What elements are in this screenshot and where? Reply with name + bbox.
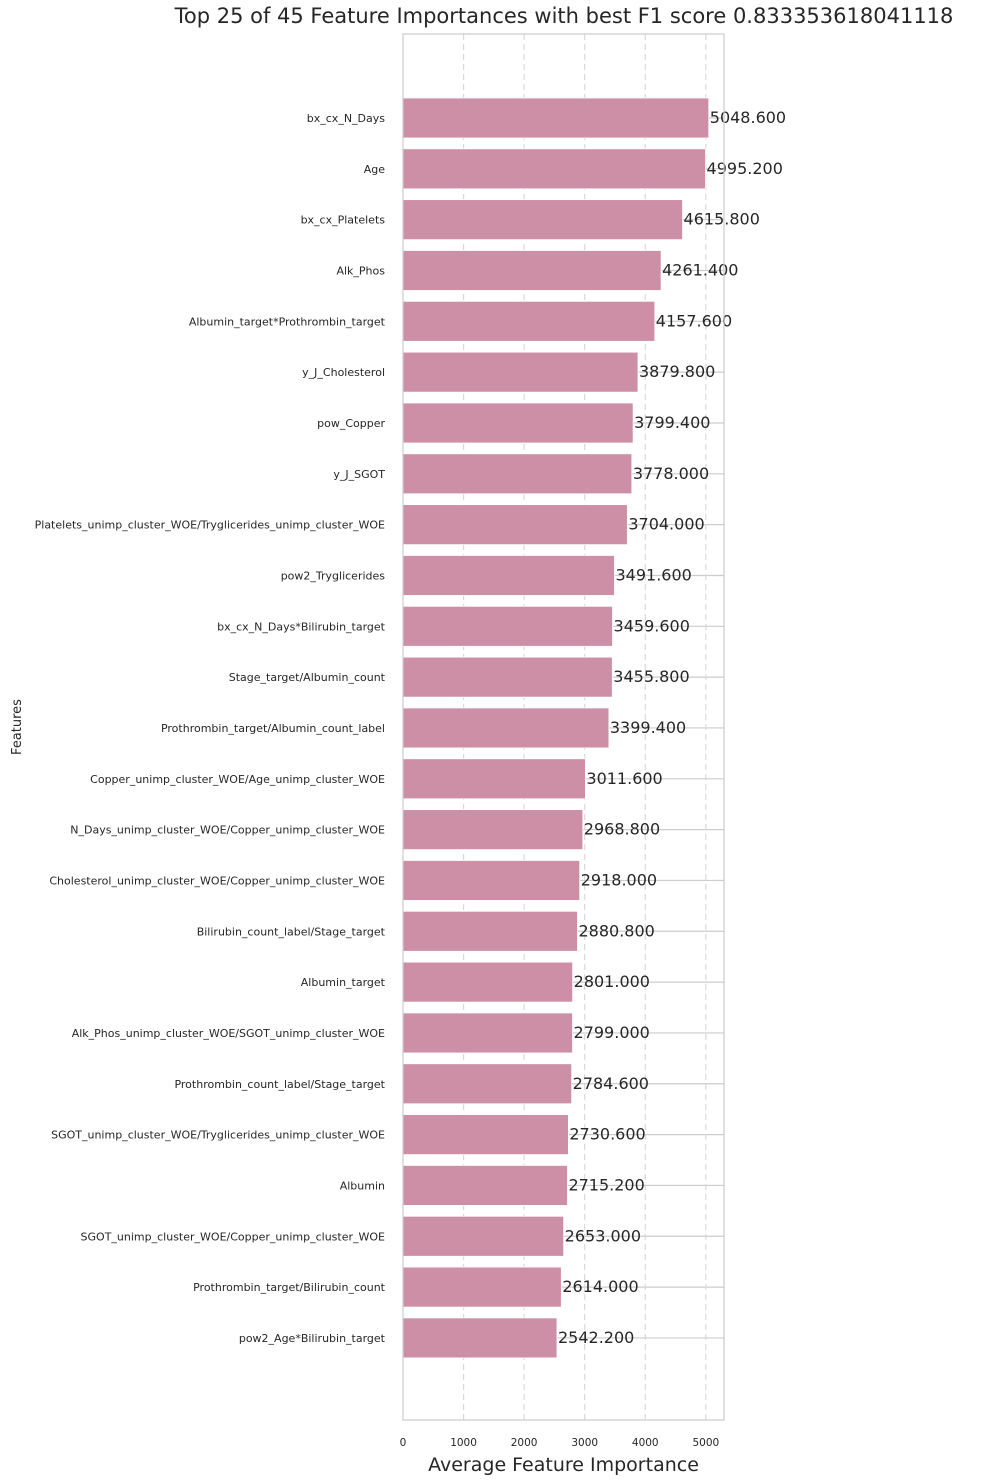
bar: [402, 402, 634, 444]
bar-value-label: 2799.000: [574, 1023, 650, 1042]
bar: [402, 97, 710, 139]
bar: [402, 1266, 562, 1308]
bar-value-label: 4995.200: [707, 159, 783, 178]
bar-value-label: 2880.800: [578, 921, 654, 940]
bar-value-label: 2730.600: [569, 1125, 645, 1144]
bar: [402, 961, 574, 1003]
x-tick-label: 5000: [692, 1437, 719, 1449]
x-tick-label: 1000: [450, 1437, 477, 1449]
y-tick-label: Albumin: [340, 1179, 385, 1192]
x-tick-label: 3000: [571, 1437, 598, 1449]
bar-value-label: 2542.200: [558, 1328, 634, 1347]
x-tick-label: 4000: [632, 1437, 659, 1449]
bar-value-label: 5048.600: [710, 108, 786, 127]
bar-value-label: 2653.000: [565, 1226, 641, 1245]
y-tick-label: pow2_Age*Bilirubin_target: [239, 1332, 386, 1345]
bar: [402, 707, 610, 749]
bar: [402, 555, 615, 596]
x-axis-title: Average Feature Importance: [428, 1454, 699, 1476]
bar: [402, 453, 633, 495]
bar-value-label: 2968.800: [584, 820, 660, 839]
y-tick-label: Stage_target/Albumin_count: [229, 671, 386, 684]
bar-value-label: 2918.000: [581, 870, 657, 889]
bar: [402, 1012, 573, 1054]
bar: [402, 809, 584, 851]
bar-value-label: 3704.000: [628, 515, 704, 534]
y-axis-title: Features: [10, 699, 25, 755]
bar-value-label: 2715.200: [568, 1175, 644, 1194]
bar: [402, 860, 581, 901]
y-tick-label: SGOT_unimp_cluster_WOE/Copper_unimp_clus…: [81, 1230, 385, 1243]
y-tick-label: bx_cx_N_Days*Bilirubin_target: [217, 620, 386, 633]
bar-value-label: 2614.000: [562, 1277, 638, 1296]
labels-layer: 0 1000 2000 3000 4000 5000 bx_cx_N_Days 5048.60…: [35, 108, 786, 1449]
y-tick-label: Prothrombin_target/Bilirubin_count: [193, 1281, 386, 1294]
plot-frame: [402, 33, 725, 1421]
bar: [402, 758, 586, 800]
y-tick-label: SGOT_unimp_cluster_WOE/Tryglicerides_uni…: [51, 1129, 385, 1142]
bar: [402, 148, 706, 190]
y-tick-label: y_J_SGOT: [333, 468, 385, 481]
bar-value-label: 3459.600: [614, 616, 690, 635]
y-tick-label: pow2_Tryglicerides: [281, 569, 386, 582]
y-tick-label: Prothrombin_target/Albumin_count_label: [161, 722, 385, 735]
bar-value-label: 3455.800: [613, 667, 689, 686]
y-tick-label: Alk_Phos_unimp_cluster_WOE/SGOT_unimp_cl…: [72, 1027, 385, 1040]
bar-value-label: 2784.600: [573, 1074, 649, 1093]
bar-value-label: 3399.400: [610, 718, 686, 737]
bar: [402, 910, 578, 952]
bar-value-label: 4615.800: [684, 210, 760, 229]
bar: [402, 300, 656, 342]
y-tick-label: Albumin_target: [301, 976, 386, 989]
bar: [402, 199, 683, 241]
bar: [402, 351, 639, 393]
y-tick-label: Age: [364, 163, 386, 176]
bar-value-label: 3778.000: [633, 464, 709, 483]
y-tick-label: Bilirubin_count_label/Stage_target: [197, 925, 386, 938]
bar: [402, 504, 628, 546]
y-tick-label: pow_Copper: [317, 417, 385, 430]
y-tick-label: Platelets_unimp_cluster_WOE/Trygliceride…: [35, 519, 385, 532]
bar: [402, 1063, 573, 1105]
x-tick-label: 0: [400, 1437, 407, 1449]
y-tick-label: y_J_Cholesterol: [302, 366, 385, 379]
bar: [402, 1215, 565, 1257]
bar-value-label: 4157.600: [656, 311, 732, 330]
y-tick-label: Prothrombin_count_label/Stage_target: [174, 1078, 385, 1091]
y-tick-label: Albumin_target*Prothrombin_target: [189, 315, 386, 328]
bar: [402, 1317, 558, 1359]
bar: [402, 1114, 569, 1155]
y-tick-label: Alk_Phos: [336, 264, 385, 277]
y-tick-label: Copper_unimp_cluster_WOE/Age_unimp_clust…: [90, 773, 385, 786]
bar-value-label: 2801.000: [574, 972, 650, 991]
y-tick-label: N_Days_unimp_cluster_WOE/Copper_unimp_cl…: [70, 824, 385, 837]
y-tick-label: bx_cx_N_Days: [307, 112, 385, 125]
bar: [402, 656, 613, 698]
bar: [402, 1165, 568, 1206]
bar: [402, 250, 662, 291]
y-tick-label: bx_cx_Platelets: [301, 214, 386, 227]
bar-value-label: 3799.400: [634, 413, 710, 432]
x-tick-label: 2000: [511, 1437, 538, 1449]
bar-value-label: 3491.600: [615, 565, 691, 584]
chart-title: Top 25 of 45 Feature Importances with be…: [174, 4, 954, 28]
y-tick-label: Cholesterol_unimp_cluster_WOE/Copper_uni…: [49, 874, 385, 887]
bars-layer: [402, 97, 710, 1359]
bar-value-label: 4261.400: [662, 260, 738, 279]
bar: [402, 605, 613, 647]
bar-value-label: 3011.600: [586, 769, 662, 788]
bar-value-label: 3879.800: [639, 362, 715, 381]
